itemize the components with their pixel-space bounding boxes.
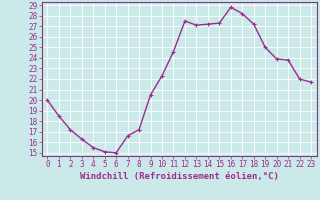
X-axis label: Windchill (Refroidissement éolien,°C): Windchill (Refroidissement éolien,°C) xyxy=(80,172,279,181)
